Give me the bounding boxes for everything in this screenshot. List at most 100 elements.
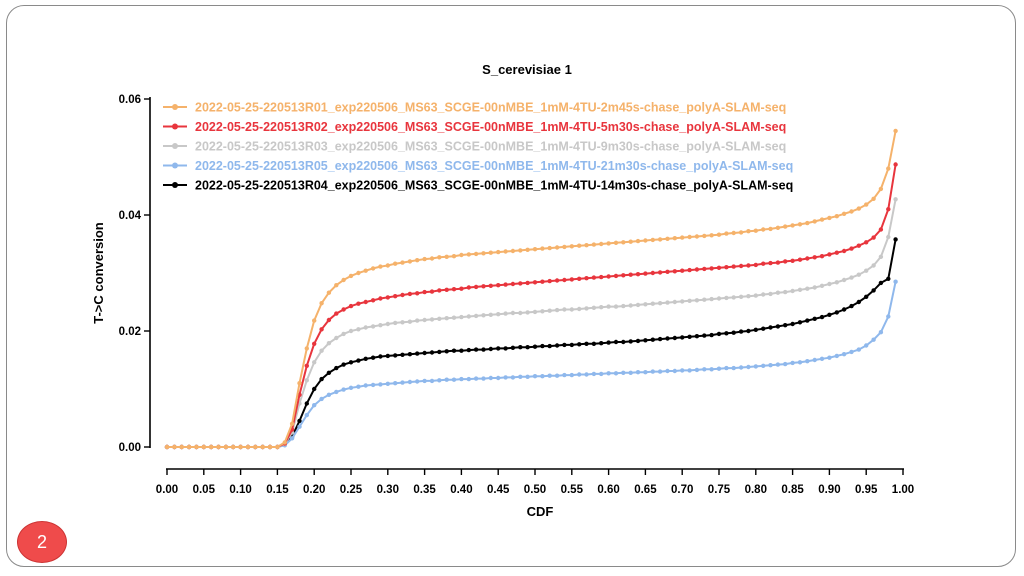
data-point	[680, 268, 685, 273]
data-point	[473, 284, 479, 290]
data-point	[429, 378, 435, 384]
data-point	[400, 260, 405, 265]
data-point	[356, 270, 361, 276]
data-point	[871, 263, 876, 268]
data-point	[422, 317, 427, 323]
data-point	[554, 307, 560, 313]
data-point	[319, 348, 324, 353]
data-point	[680, 235, 685, 240]
data-point	[238, 444, 243, 450]
x-tick-label: 0.20	[303, 484, 325, 496]
data-point	[481, 347, 486, 352]
data-point	[312, 403, 317, 408]
data-point	[297, 381, 302, 386]
data-point	[488, 312, 493, 317]
data-point	[893, 197, 898, 202]
data-point	[378, 354, 383, 359]
x-tick-label: 0.50	[524, 484, 546, 496]
data-point	[827, 355, 832, 360]
data-point	[201, 444, 206, 450]
data-point	[326, 290, 332, 295]
x-tick-label: 0.65	[634, 484, 657, 496]
data-point	[841, 307, 847, 312]
data-point	[209, 444, 214, 450]
data-point	[525, 374, 530, 379]
data-point	[738, 230, 744, 235]
data-point	[599, 274, 604, 280]
data-point	[746, 328, 751, 334]
data-point	[628, 303, 633, 308]
data-point	[643, 338, 648, 343]
data-point	[562, 244, 567, 250]
data-point	[415, 379, 420, 384]
data-point	[643, 370, 648, 375]
data-point	[783, 259, 788, 264]
data-point	[319, 301, 324, 306]
data-point	[334, 365, 339, 371]
data-point	[613, 339, 619, 345]
data-point	[466, 252, 471, 257]
data-point	[613, 273, 619, 279]
data-point	[370, 266, 376, 271]
data-point	[304, 363, 309, 368]
data-point	[643, 238, 648, 243]
data-point	[621, 339, 626, 345]
data-point	[312, 386, 317, 392]
data-point	[297, 418, 302, 424]
data-point	[650, 237, 655, 243]
series-line	[167, 239, 897, 448]
data-point	[584, 276, 589, 281]
data-point	[709, 266, 714, 271]
data-point	[179, 444, 184, 450]
data-point	[805, 256, 810, 261]
data-point	[635, 302, 641, 308]
data-point	[503, 282, 508, 287]
data-point	[841, 248, 847, 254]
data-point	[312, 360, 317, 365]
data-point	[856, 347, 861, 352]
x-tick-label: 0.25	[340, 484, 363, 496]
data-point	[643, 271, 648, 276]
data-point	[326, 392, 332, 397]
data-point	[886, 166, 891, 171]
data-point	[812, 285, 817, 290]
y-tick-label: 0.00	[119, 442, 141, 454]
data-point	[466, 314, 471, 319]
data-point	[540, 309, 545, 314]
data-point	[864, 202, 869, 207]
data-point	[761, 227, 766, 232]
data-point	[378, 323, 383, 328]
data-point	[341, 362, 346, 367]
data-point	[871, 235, 876, 240]
data-point	[790, 288, 795, 294]
data-point	[812, 357, 817, 363]
data-point	[334, 335, 339, 341]
legend-marker	[172, 104, 178, 110]
data-point	[407, 259, 413, 264]
data-point	[451, 348, 457, 353]
data-point	[768, 363, 773, 368]
data-point	[319, 327, 324, 332]
data-point	[518, 248, 523, 253]
data-point	[547, 308, 552, 313]
data-point	[429, 317, 435, 322]
data-point	[864, 343, 869, 348]
data-point	[827, 281, 832, 287]
data-point	[606, 274, 611, 279]
x-tick-label: 0.80	[745, 484, 767, 496]
data-point	[444, 287, 449, 292]
data-point	[282, 440, 287, 445]
x-tick-label: 0.95	[855, 484, 878, 496]
data-point	[473, 376, 479, 381]
data-point	[775, 362, 781, 367]
data-point	[304, 378, 309, 383]
data-point	[886, 314, 891, 319]
data-point	[319, 376, 324, 382]
data-point	[694, 367, 700, 373]
data-point	[702, 233, 707, 239]
data-point	[341, 387, 346, 392]
data-point	[746, 364, 751, 370]
data-point	[289, 436, 295, 441]
x-tick-label: 0.00	[156, 484, 178, 496]
data-point	[672, 269, 677, 274]
